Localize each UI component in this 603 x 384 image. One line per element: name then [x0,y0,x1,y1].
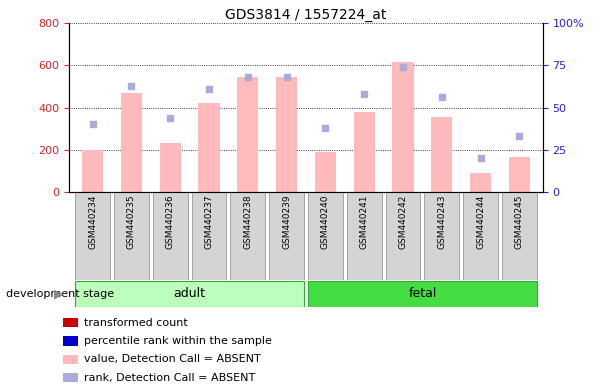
Text: GSM440238: GSM440238 [244,195,252,249]
Bar [198,103,219,192]
Point [514,133,524,139]
Bar [308,281,537,307]
Text: GSM440241: GSM440241 [360,195,368,249]
Bar [75,192,110,280]
Text: GSM440240: GSM440240 [321,195,330,249]
Bar [463,192,498,280]
Text: development stage: development stage [6,289,114,299]
Text: GSM440245: GSM440245 [515,195,524,249]
Bar [192,192,227,280]
Text: GSM440242: GSM440242 [399,195,408,249]
Point [204,86,214,92]
Bar [82,150,103,192]
Bar [269,192,304,280]
Bar [237,77,259,192]
Text: GSM440236: GSM440236 [166,195,175,249]
Bar [393,62,414,192]
Point [165,114,175,121]
Point [127,83,136,89]
Text: GSM440237: GSM440237 [204,195,213,249]
Point [321,125,330,131]
Bar [160,144,181,192]
Point [282,74,291,80]
Bar [114,192,149,280]
Bar [315,152,336,192]
Bar [308,192,343,280]
Text: GSM440244: GSM440244 [476,195,485,249]
Bar [230,192,265,280]
Bar [470,173,491,192]
Bar [63,336,78,346]
Point [243,74,253,80]
Text: percentile rank within the sample: percentile rank within the sample [84,336,273,346]
Title: GDS3814 / 1557224_at: GDS3814 / 1557224_at [226,8,387,22]
Bar [63,355,78,364]
Text: value, Detection Call = ABSENT: value, Detection Call = ABSENT [84,354,261,364]
Text: GSM440239: GSM440239 [282,195,291,249]
Bar [509,157,530,192]
Text: GSM440243: GSM440243 [437,195,446,249]
Bar [353,112,375,192]
Text: rank, Detection Call = ABSENT: rank, Detection Call = ABSENT [84,373,256,383]
Bar [431,117,452,192]
Bar [121,93,142,192]
Point [437,94,447,101]
Point [359,91,369,97]
Text: GSM440234: GSM440234 [88,195,97,249]
Point [398,64,408,70]
Bar [153,192,188,280]
Bar [63,318,78,327]
Bar [425,192,459,280]
Point [88,121,98,127]
Bar [347,192,382,280]
Bar [502,192,537,280]
Bar [385,192,420,280]
Bar [63,373,78,382]
Point [476,155,485,161]
Text: fetal: fetal [408,287,437,300]
Bar [276,77,297,192]
Bar [75,281,304,307]
Text: transformed count: transformed count [84,318,188,328]
Text: ▶: ▶ [54,287,63,300]
Text: adult: adult [174,287,206,300]
Text: GSM440235: GSM440235 [127,195,136,249]
